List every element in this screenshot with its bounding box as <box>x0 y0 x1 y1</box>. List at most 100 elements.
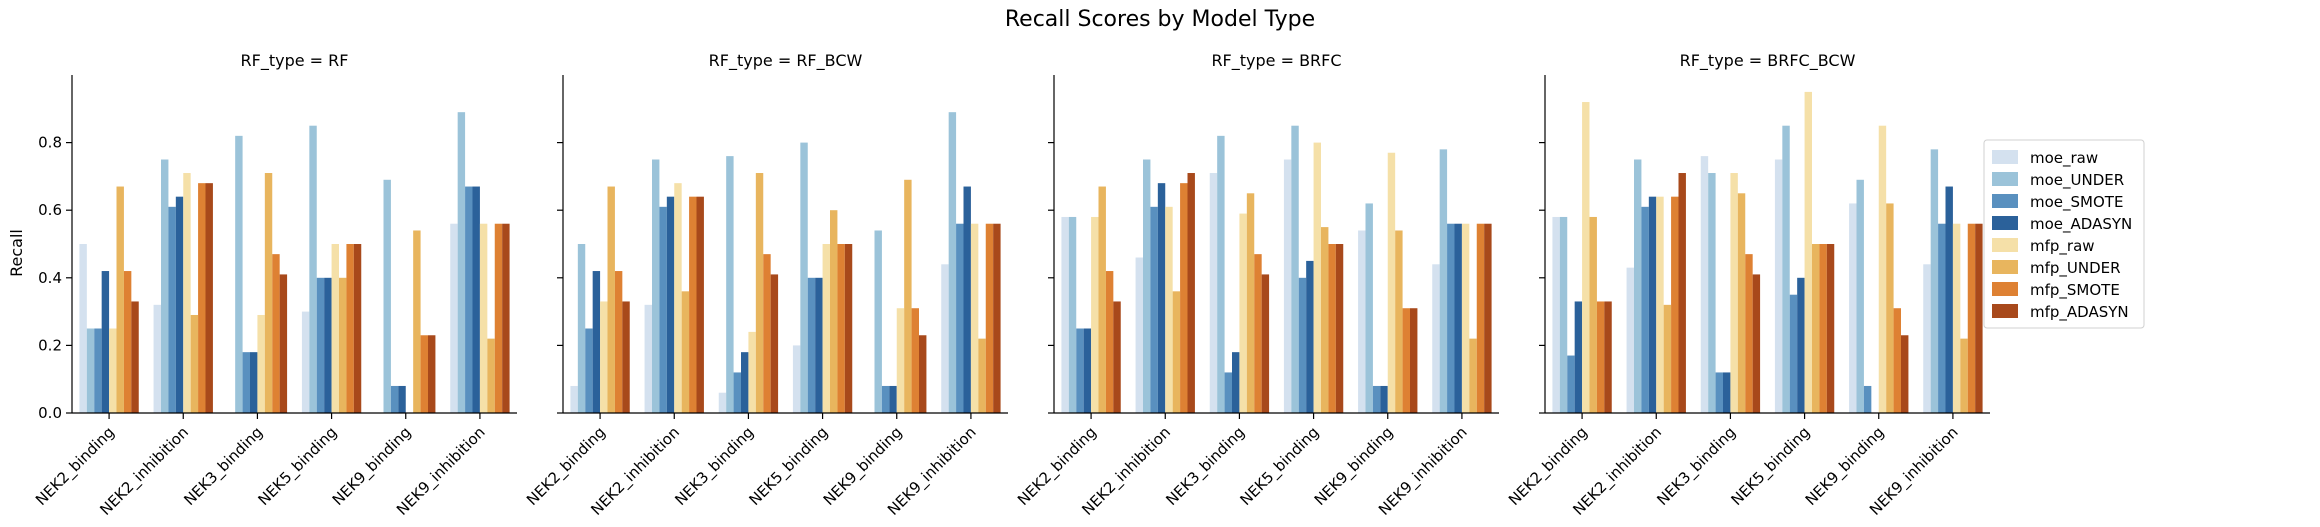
y-tick-label: 0.8 <box>38 134 62 152</box>
bar-moe_SMOTE-NEK2_binding <box>1567 355 1575 413</box>
bar-moe_SMOTE-NEK2_binding <box>94 328 102 413</box>
bar-mfp_raw-NEK3_binding <box>1239 213 1247 413</box>
panel-title: RF_type = RF <box>241 51 349 71</box>
bar-mfp_ADASYN-NEK9_binding <box>1901 335 1909 413</box>
bar-mfp_UNDER-NEK2_binding <box>1589 216 1597 413</box>
bar-moe_UNDER-NEK2_binding <box>577 244 586 413</box>
bar-moe_SMOTE-NEK9_inhibition <box>1938 223 1946 413</box>
bar-mfp_raw-NEK2_binding <box>109 328 117 413</box>
bar-mfp_ADASYN-NEK9_inhibition <box>1975 223 1983 413</box>
bar-mfp_SMOTE-NEK2_binding <box>1596 301 1605 413</box>
bar-mfp_ADASYN-NEK5_binding <box>1826 244 1835 413</box>
bar-mfp_ADASYN-NEK3_binding <box>1752 274 1761 413</box>
bar-moe_ADASYN-NEK9_inhibition <box>472 186 480 413</box>
bar-moe_UNDER-NEK2_inhibition <box>1143 159 1151 413</box>
bar-mfp_UNDER-NEK5_binding <box>1812 244 1820 413</box>
bar-mfp_raw-NEK2_binding <box>1091 216 1099 413</box>
bar-mfp_SMOTE-NEK2_inhibition <box>689 196 697 413</box>
bar-mfp_UNDER-NEK9_binding <box>1886 203 1894 413</box>
bar-mfp_SMOTE-NEK9_inhibition <box>1476 223 1485 413</box>
bar-mfp_UNDER-NEK9_inhibition <box>487 338 495 413</box>
bar-mfp_raw-NEK9_inhibition <box>479 223 488 413</box>
bar-mfp_raw-NEK2_inhibition <box>183 173 191 413</box>
bar-moe_SMOTE-NEK3_binding <box>1715 372 1723 413</box>
bar-mfp_raw-NEK9_inhibition <box>1952 223 1961 413</box>
bar-moe_SMOTE-NEK9_inhibition <box>1447 223 1455 413</box>
bar-moe_raw-NEK2_inhibition <box>644 304 652 413</box>
bar-moe_raw-NEK2_inhibition <box>1135 257 1143 413</box>
bar-moe_raw-NEK3_binding <box>1700 156 1709 413</box>
bar-mfp_UNDER-NEK9_binding <box>413 230 421 413</box>
bar-moe_raw-NEK2_inhibition <box>153 304 161 413</box>
bar-moe_ADASYN-NEK9_binding <box>1380 385 1388 413</box>
bar-mfp_UNDER-NEK2_binding <box>116 186 124 413</box>
bar-mfp_ADASYN-NEK9_inhibition <box>993 223 1001 413</box>
legend-swatch-moe_ADASYN <box>1992 216 2018 230</box>
bar-moe_ADASYN-NEK3_binding <box>1723 372 1731 413</box>
bar-moe_SMOTE-NEK9_binding <box>1372 385 1381 413</box>
bar-mfp_SMOTE-NEK3_binding <box>1745 254 1753 413</box>
bar-moe_UNDER-NEK3_binding <box>1217 135 1225 413</box>
bar-mfp_ADASYN-NEK2_binding <box>622 301 630 413</box>
bar-mfp_SMOTE-NEK2_binding <box>614 271 623 413</box>
bar-mfp_SMOTE-NEK5_binding <box>346 244 354 413</box>
bar-mfp_raw-NEK5_binding <box>331 244 339 413</box>
bar-mfp_raw-NEK2_binding <box>600 301 608 413</box>
bar-moe_raw-NEK9_binding <box>1849 203 1857 413</box>
bar-mfp_UNDER-NEK9_binding <box>1395 230 1403 413</box>
bar-mfp_SMOTE-NEK2_inhibition <box>1180 183 1188 413</box>
bar-mfp_ADASYN-NEK3_binding <box>279 274 288 413</box>
bar-moe_raw-NEK2_binding <box>1061 216 1069 413</box>
bar-moe_SMOTE-NEK3_binding <box>242 352 250 413</box>
y-tick-label: 0.2 <box>38 336 62 354</box>
bar-moe_ADASYN-NEK9_inhibition <box>963 186 971 413</box>
bar-moe_SMOTE-NEK5_binding <box>1298 277 1307 413</box>
bar-mfp_SMOTE-NEK3_binding <box>763 254 771 413</box>
bar-mfp_ADASYN-NEK2_binding <box>1604 301 1612 413</box>
bar-mfp_ADASYN-NEK9_binding <box>919 335 927 413</box>
bar-mfp_SMOTE-NEK9_inhibition <box>1967 223 1976 413</box>
bar-mfp_UNDER-NEK9_inhibition <box>978 338 986 413</box>
bar-mfp_ADASYN-NEK2_inhibition <box>1187 173 1195 413</box>
y-tick-label: 0.0 <box>38 404 62 422</box>
bar-mfp_UNDER-NEK3_binding <box>1246 193 1255 413</box>
bar-moe_ADASYN-NEK9_binding <box>398 385 406 413</box>
bar-mfp_ADASYN-NEK2_inhibition <box>205 183 213 413</box>
bar-mfp_UNDER-NEK5_binding <box>339 277 347 413</box>
bar-moe_SMOTE-NEK5_binding <box>807 277 816 413</box>
bar-mfp_ADASYN-NEK3_binding <box>770 274 779 413</box>
bar-mfp_UNDER-NEK3_binding <box>264 173 273 413</box>
panels-group: RF_type = RF0.00.20.40.60.8NEK2_bindingN… <box>32 51 1990 520</box>
bar-mfp_ADASYN-NEK9_binding <box>428 335 436 413</box>
bar-mfp_raw-NEK2_inhibition <box>674 183 682 413</box>
bar-mfp_raw-NEK5_binding <box>1804 91 1812 414</box>
bar-mfp_UNDER-NEK2_binding <box>607 186 615 413</box>
panel-2: RF_type = RF_BCWNEK2_bindingNEK2_inhibit… <box>523 51 1008 520</box>
bar-moe_raw-NEK9_inhibition <box>941 264 949 413</box>
legend-swatch-moe_UNDER <box>1992 172 2018 186</box>
bar-mfp_UNDER-NEK9_inhibition <box>1960 338 1968 413</box>
bar-moe_ADASYN-NEK5_binding <box>324 277 332 413</box>
bar-mfp_UNDER-NEK2_inhibition <box>190 314 199 413</box>
bar-moe_raw-NEK3_binding <box>718 392 727 413</box>
bar-moe_SMOTE-NEK9_inhibition <box>956 223 964 413</box>
legend-swatch-mfp_raw <box>1992 238 2018 252</box>
bar-mfp_SMOTE-NEK9_binding <box>420 335 428 413</box>
bar-moe_SMOTE-NEK3_binding <box>733 372 741 413</box>
bar-mfp_UNDER-NEK9_binding <box>904 179 912 413</box>
bar-mfp_UNDER-NEK2_inhibition <box>1172 291 1181 413</box>
bar-moe_raw-NEK2_binding <box>1552 216 1560 413</box>
legend-label-moe_SMOTE: moe_SMOTE <box>2030 193 2123 212</box>
bar-moe_SMOTE-NEK2_binding <box>585 328 593 413</box>
bar-mfp_SMOTE-NEK5_binding <box>1819 244 1827 413</box>
bar-moe_UNDER-NEK5_binding <box>1291 125 1299 413</box>
bar-moe_UNDER-NEK3_binding <box>1708 173 1716 413</box>
legend-swatch-moe_raw <box>1992 150 2018 164</box>
bar-moe_UNDER-NEK9_binding <box>1365 203 1373 413</box>
bar-mfp_raw-NEK9_binding <box>1878 125 1887 413</box>
bar-moe_UNDER-NEK2_inhibition <box>1634 159 1642 413</box>
bar-mfp_ADASYN-NEK5_binding <box>1335 244 1344 413</box>
panel-title: RF_type = BRFC_BCW <box>1680 51 1856 71</box>
legend-swatch-mfp_SMOTE <box>1992 282 2018 296</box>
